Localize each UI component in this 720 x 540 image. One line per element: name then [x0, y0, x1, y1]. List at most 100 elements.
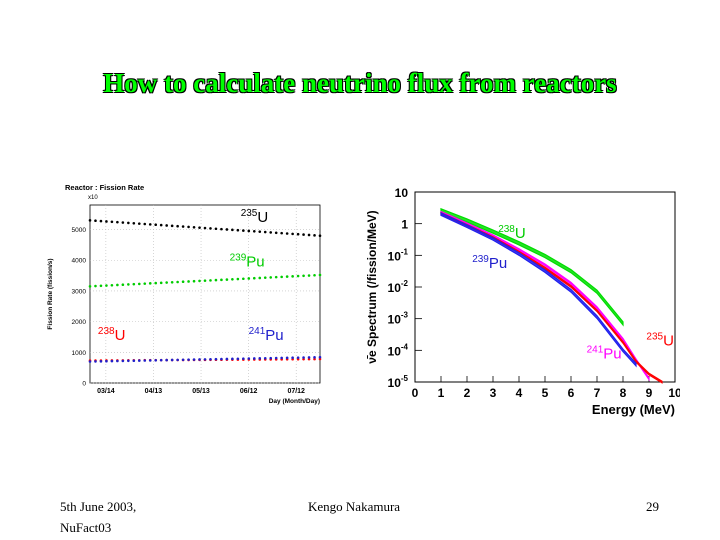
- data-point-235U: [132, 221, 136, 225]
- x-tick-label: 04/13: [145, 388, 163, 395]
- isotope-label: 238U: [98, 326, 126, 344]
- data-point-239Pu: [137, 282, 141, 286]
- data-point-239Pu: [94, 284, 97, 288]
- isotope-mass: 238: [498, 224, 515, 235]
- x-tick-label: 1: [438, 386, 445, 400]
- data-point-241Pu: [263, 356, 267, 360]
- y-multiplier: x10: [88, 195, 98, 201]
- data-point-235U: [127, 221, 130, 225]
- y-tick-base: 10: [395, 186, 409, 200]
- y-tick-exp: -1: [401, 247, 409, 256]
- data-point-239Pu: [154, 281, 158, 285]
- y-tick-label: 10-1: [388, 247, 409, 263]
- data-point-241Pu: [220, 357, 223, 361]
- data-point-239Pu: [252, 276, 256, 280]
- x-axis-label: Energy (MeV): [592, 402, 675, 417]
- data-point-235U: [105, 220, 108, 223]
- y-tick-exp: -5: [401, 374, 409, 383]
- y-tick-base: 1: [401, 218, 408, 232]
- x-tick-label: 07/12: [287, 388, 305, 395]
- x-tick-label: 10: [668, 386, 680, 400]
- data-point-239Pu: [99, 284, 103, 288]
- data-point-239Pu: [110, 283, 114, 287]
- neutrino-spectrum-chart: 0 1 2 3 4 5 6 7 8 9 1010110-110-210-310-410-5Energ…: [365, 186, 680, 417]
- data-point-239Pu: [176, 280, 179, 284]
- data-point-241Pu: [313, 356, 316, 359]
- data-point-239Pu: [181, 280, 185, 284]
- data-point-241Pu: [187, 358, 190, 361]
- data-point-239Pu: [203, 279, 207, 282]
- y-tick-base: 10: [388, 313, 402, 327]
- data-point-235U: [307, 233, 311, 237]
- isotope-mass: 241: [249, 326, 266, 337]
- data-point-241Pu: [143, 359, 147, 362]
- data-point-241Pu: [94, 360, 97, 363]
- isotope-mass: 235: [646, 332, 663, 343]
- data-point-235U: [137, 222, 141, 225]
- isotope-mass: 241: [587, 344, 604, 355]
- data-point-241Pu: [236, 357, 240, 361]
- data-point-241Pu: [247, 357, 251, 360]
- data-point-241Pu: [110, 359, 114, 363]
- data-point-239Pu: [242, 277, 245, 281]
- data-point-239Pu: [258, 276, 262, 280]
- data-point-239Pu: [318, 273, 322, 277]
- data-point-239Pu: [198, 279, 201, 283]
- data-point-241Pu: [203, 358, 207, 361]
- data-point-239Pu: [121, 283, 125, 287]
- data-point-239Pu: [214, 278, 218, 282]
- data-point-241Pu: [231, 357, 234, 361]
- x-tick-label: 8: [620, 386, 627, 400]
- isotope-mass: 238: [98, 326, 115, 337]
- data-point-235U: [159, 223, 163, 227]
- data-point-235U: [269, 231, 273, 234]
- data-point-239Pu: [143, 282, 147, 285]
- data-point-241Pu: [296, 356, 300, 359]
- data-point-239Pu: [220, 278, 223, 282]
- data-point-241Pu: [242, 357, 245, 360]
- x-tick-label: 4: [516, 386, 523, 400]
- fission-rate-chart: Reactor : Fission Rate 0 1000 2000 3000 4000 5…: [47, 183, 322, 405]
- y-tick-label: 2000: [72, 319, 87, 326]
- data-point-235U: [121, 221, 125, 224]
- data-point-241Pu: [280, 356, 283, 360]
- x-tick-label: 05/13: [192, 388, 210, 395]
- data-point-241Pu: [170, 358, 174, 362]
- data-point-241Pu: [209, 357, 212, 361]
- data-point-241Pu: [116, 359, 119, 363]
- data-point-235U: [280, 231, 283, 235]
- isotope-symbol: Pu: [265, 327, 283, 344]
- data-point-239Pu: [313, 273, 316, 277]
- data-point-239Pu: [225, 278, 229, 281]
- isotope-label: 241Pu: [249, 326, 284, 344]
- isotope-label: 235U: [646, 332, 674, 350]
- isotope-label: 239Pu: [230, 252, 265, 270]
- data-point-239Pu: [105, 284, 108, 287]
- data-point-239Pu: [236, 277, 240, 281]
- isotope-mass: 235: [241, 208, 258, 219]
- data-point-235U: [154, 223, 158, 227]
- data-point-241Pu: [105, 359, 108, 363]
- y-tick-base: 10: [388, 344, 402, 358]
- data-point-241Pu: [127, 359, 130, 363]
- isotope-mass: 239: [230, 252, 247, 263]
- isotope-mass: 239: [472, 254, 489, 265]
- data-point-239Pu: [132, 282, 136, 286]
- footer-author: Kengo Nakamura: [308, 499, 401, 514]
- data-point-241Pu: [291, 356, 294, 360]
- data-point-235U: [181, 225, 185, 228]
- data-point-235U: [274, 231, 278, 235]
- data-point-241Pu: [181, 358, 185, 362]
- isotope-label: 239Pu: [472, 254, 507, 272]
- y-axis-label: Fission Rate (fission/s): [47, 258, 54, 329]
- x-tick-label: 5: [542, 386, 549, 400]
- isotope-symbol: U: [115, 327, 126, 344]
- y-axis-label: ν̄e Spectrum (/fission/MeV): [365, 210, 379, 363]
- data-point-239Pu: [88, 285, 92, 288]
- data-point-235U: [242, 229, 245, 232]
- isotope-symbol: U: [257, 209, 268, 226]
- data-point-239Pu: [291, 275, 294, 278]
- x-tick-label: 2: [464, 386, 471, 400]
- data-point-239Pu: [192, 279, 196, 283]
- data-point-241Pu: [198, 358, 201, 361]
